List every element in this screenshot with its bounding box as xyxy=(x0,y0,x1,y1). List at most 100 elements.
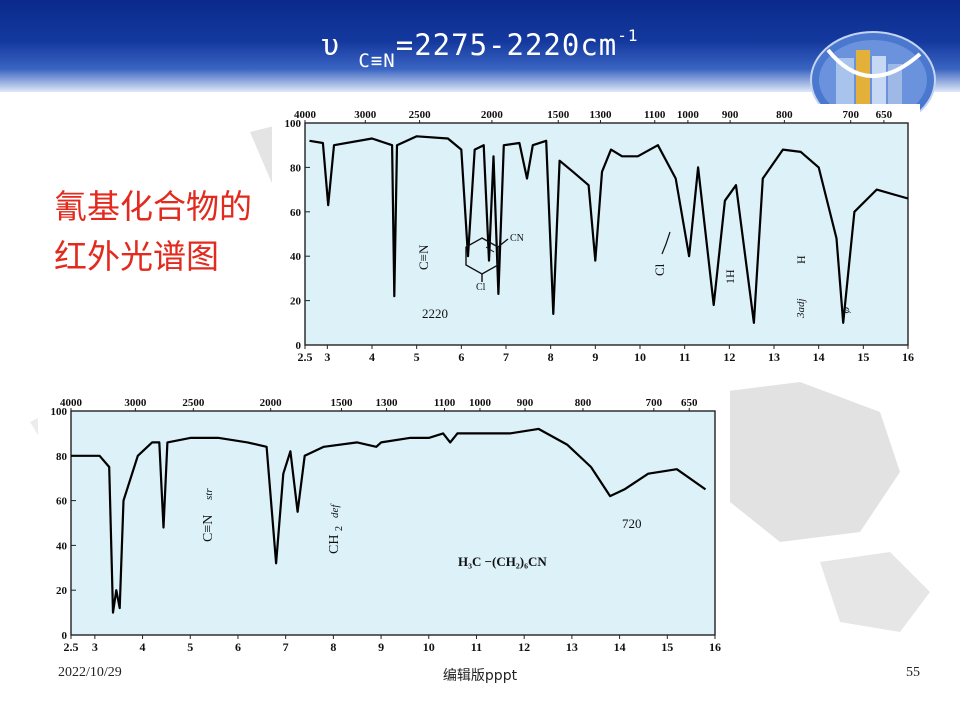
formula-label: H₃C −(CH₂)₆CN xyxy=(458,554,547,569)
bottom-tick-label: 8 xyxy=(330,640,336,654)
top-tick-label: 1100 xyxy=(434,397,456,409)
bottom-tick-label: 11 xyxy=(471,640,482,654)
slide-title: υ C≡N=2275-2220cm-1 xyxy=(0,26,960,72)
cn-label: C≡N xyxy=(416,244,431,270)
y-tick-label: 80 xyxy=(290,162,302,174)
y-tick-label: 80 xyxy=(56,451,68,463)
top-tick-label: 1000 xyxy=(677,109,700,121)
top-tick-label: 700 xyxy=(646,397,663,409)
bottom-tick-label: 16 xyxy=(902,350,914,364)
substituent-cl-label: Cl xyxy=(476,282,486,293)
bottom-tick-label: 4 xyxy=(369,350,375,364)
top-tick-label: 1500 xyxy=(330,397,353,409)
bottom-tick-label: 6 xyxy=(235,640,241,654)
bottom-tick-label: 9 xyxy=(378,640,384,654)
title-symbol: υ xyxy=(321,28,340,62)
top-tick-label: 2500 xyxy=(409,109,432,121)
bottom-tick-label: 10 xyxy=(423,640,435,654)
y-tick-label: 40 xyxy=(56,540,68,552)
page-number: 55 xyxy=(906,665,920,680)
bottom-tick-label: 7 xyxy=(283,640,289,654)
bottom-tick-label: 3 xyxy=(92,640,98,654)
top-tick-label: 1100 xyxy=(644,109,666,121)
top-tick-label: 2000 xyxy=(260,397,283,409)
y-tick-label: 0 xyxy=(296,340,302,352)
side-title: 氰基化合物的红外光谱图 xyxy=(54,187,252,276)
adj-label: 3adj xyxy=(795,298,807,319)
substituent-cn-label: CN xyxy=(510,233,524,244)
y-tick-label: 20 xyxy=(56,585,68,597)
bottom-tick-label: 12 xyxy=(723,350,735,364)
bottom-tick-label: 9 xyxy=(592,350,598,364)
bottom-tick-label: 14 xyxy=(813,350,825,364)
bottom-tick-label: 13 xyxy=(566,640,578,654)
top-tick-label: 2000 xyxy=(481,109,504,121)
bottom-tick-label: 15 xyxy=(857,350,869,364)
top-tick-label: 800 xyxy=(776,109,793,121)
footer-center-text: 编辑版pppt xyxy=(442,668,518,684)
top-tick-label: 900 xyxy=(517,397,534,409)
top-tick-label: 1500 xyxy=(547,109,570,121)
top-tick-label: 3000 xyxy=(124,397,146,409)
ring-h-label: 1H xyxy=(723,269,737,284)
bottom-tick-label: 4 xyxy=(140,640,146,654)
top-tick-label: 1000 xyxy=(469,397,492,409)
top-tick-label: 650 xyxy=(681,397,698,409)
ch2-def-label: CH 2 def xyxy=(327,503,345,554)
ir-spectrum-1: 4000 3000 2500 2000 1500 1300 1100 1000 900 800 70… xyxy=(272,104,920,366)
spectrum-1-svg: 4000 3000 2500 2000 1500 1300 1100 1000 900 800 70… xyxy=(285,109,915,364)
y-tick-label: 20 xyxy=(290,296,302,308)
spectrum-curve xyxy=(71,427,707,614)
bottom-tick-label: 3 xyxy=(324,350,330,364)
bottom-tick-label: 2.5 xyxy=(64,640,79,654)
peak-value-label: 720 xyxy=(622,516,642,531)
bottom-tick-label: 15 xyxy=(661,640,673,654)
bottom-tick-label: 5 xyxy=(414,350,420,364)
top-tick-label: 4000 xyxy=(60,397,83,409)
svg-text:def: def xyxy=(329,503,341,518)
phi-label: φ xyxy=(840,305,853,315)
top-tick-label: 700 xyxy=(842,109,859,121)
spectrum-2-svg: 4000 3000 2500 2000 1500 1300 1100 1000 900 800 70… xyxy=(51,397,722,654)
ir-spectrum-2: 4000 3000 2500 2000 1500 1300 1100 1000 900 800 70… xyxy=(38,390,730,660)
top-tick-label: 650 xyxy=(876,109,893,121)
cn-str-label: C≡N str xyxy=(201,488,216,542)
top-tick-label: 4000 xyxy=(294,109,317,121)
top-tick-label: 3000 xyxy=(354,109,377,121)
spectrum-curve xyxy=(309,135,909,324)
top-tick-label: 1300 xyxy=(376,397,399,409)
title-subscript: C≡N xyxy=(358,50,396,72)
bottom-tick-label: 14 xyxy=(614,640,626,654)
y-tick-label: 60 xyxy=(290,207,302,219)
y-tick-label: 60 xyxy=(56,496,68,508)
svg-text:str: str xyxy=(203,488,215,500)
top-tick-label: 900 xyxy=(722,109,739,121)
bottom-tick-label: 8 xyxy=(548,350,554,364)
footer-date: 2022/10/29 xyxy=(58,665,122,680)
benzonitrile-structure-icon xyxy=(465,237,509,282)
bond-stroke xyxy=(661,231,671,255)
bottom-tick-label: 2.5 xyxy=(298,350,313,364)
y-tick-label: 40 xyxy=(290,251,302,263)
bottom-tick-label: 16 xyxy=(709,640,721,654)
bottom-tick-label: 10 xyxy=(634,350,646,364)
y-tick-label: 100 xyxy=(51,406,68,418)
y-tick-label: 0 xyxy=(62,630,68,642)
top-tick-label: 1300 xyxy=(589,109,612,121)
bottom-tick-label: 13 xyxy=(768,350,780,364)
svg-text:C≡N: C≡N xyxy=(201,515,216,542)
title-main: =2275-2220cm xyxy=(395,28,618,62)
cl-bond-label: Cl xyxy=(652,263,667,276)
header-bar: υ C≡N=2275-2220cm-1 xyxy=(0,0,960,92)
top-tick-label: 800 xyxy=(575,397,592,409)
top-tick-label: 2500 xyxy=(182,397,205,409)
bottom-tick-label: 6 xyxy=(458,350,464,364)
svg-text:CH: CH xyxy=(327,535,342,554)
bottom-tick-label: 5 xyxy=(187,640,193,654)
plot-area xyxy=(70,410,716,636)
bottom-tick-label: 11 xyxy=(679,350,690,364)
peak-value-label: 2220 xyxy=(422,306,448,321)
bottom-tick-label: 7 xyxy=(503,350,509,364)
bottom-tick-label: 12 xyxy=(518,640,530,654)
h-label: H xyxy=(794,255,808,264)
